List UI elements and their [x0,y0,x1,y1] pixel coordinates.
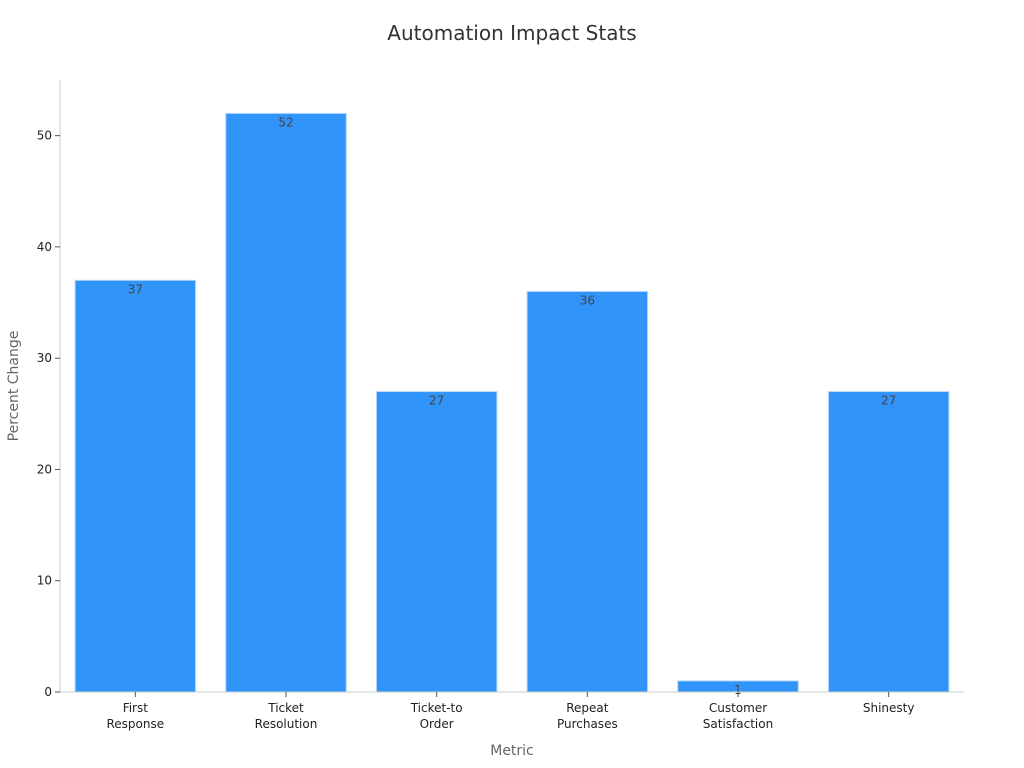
y-tick-label-10: 10 [37,574,52,588]
y-tick-label-30: 30 [37,351,52,365]
x-tick-label-line: Shinesty [863,701,915,715]
x-tick-label-line: Repeat [566,701,609,715]
y-tick-label-50: 50 [37,129,52,143]
x-tick-label-1: First Response [107,701,165,731]
data-label-1: 37 [128,282,143,296]
data-label-4: 36 [580,293,595,307]
bar-4 [526,290,649,693]
y-tick-label-20: 20 [37,462,52,476]
x-tick-label-line: Resolution [255,717,318,731]
x-tick-label-4: Repeat Purchases [557,701,618,731]
data-label-2: 52 [278,115,293,129]
bar-6 [827,391,950,693]
bar-1 [74,279,197,693]
x-tick-label-line: Satisfaction [703,717,773,731]
x-tick-label-line: Customer [709,701,767,715]
x-tick-label-line: Ticket-to [410,701,463,715]
x-tick-label-3: Ticket-to Order [410,701,463,731]
x-tick-label-2: Ticket Resolution [255,701,318,731]
y-axis-ticks: 0 10 20 30 40 50 [37,129,60,699]
data-label-6: 27 [881,394,896,408]
x-tick-label-line: First [123,701,149,715]
data-label-5: 1 [734,683,742,697]
bars-group [74,112,950,693]
data-labels-group: 37 52 27 36 1 27 [128,115,897,696]
x-axis-ticks: First Response Ticket Resolution Ticket-to Or… [107,692,915,731]
x-tick-label-6: Shinesty [863,701,915,715]
x-tick-label-line: Ticket [267,701,304,715]
y-tick-label-40: 40 [37,240,52,254]
bar-3 [375,391,498,693]
data-label-3: 27 [429,394,444,408]
x-tick-label-line: Order [420,717,454,731]
chart-title: Automation Impact Stats [387,21,636,45]
x-tick-label-5: Customer Satisfaction [703,701,773,731]
bar-2 [225,112,347,693]
y-axis-title: Percent Change [6,331,22,442]
x-tick-label-line: Response [107,717,165,731]
x-axis-title: Metric [490,743,534,759]
x-tick-label-line: Purchases [557,717,618,731]
y-tick-label-0: 0 [44,685,52,699]
